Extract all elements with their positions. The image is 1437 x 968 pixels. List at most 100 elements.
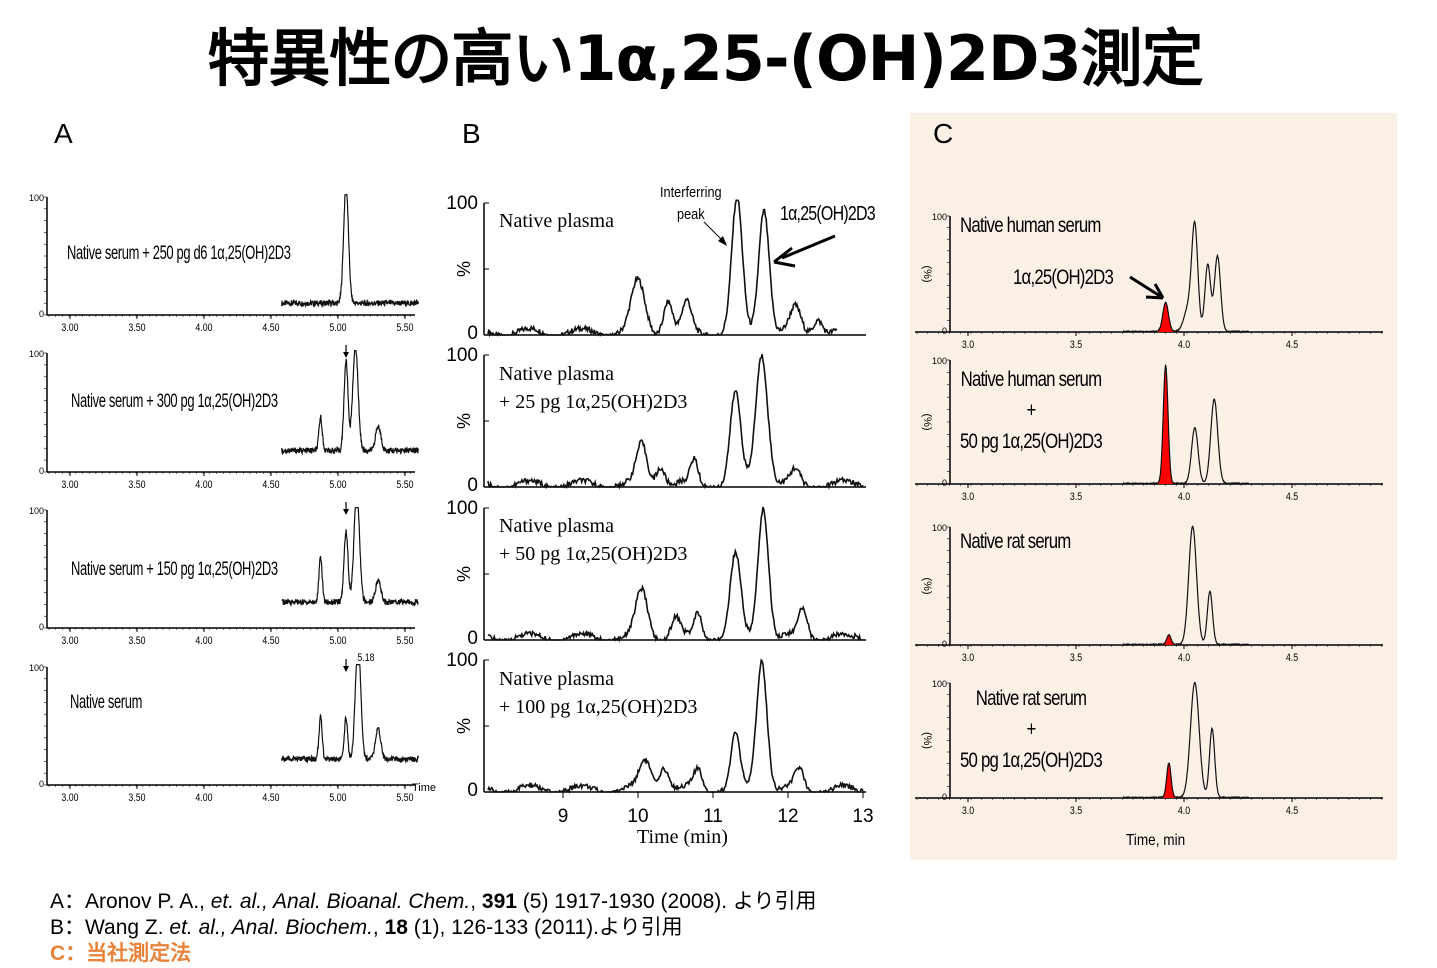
trace-label-c2: Native human serum +50 pg 1α,25(OH)2D3 [960, 364, 1103, 457]
trace-label-c4-line3: 50 pg 1α,25(OH)2D3 [960, 749, 1103, 772]
trace-label-b3-line2: + 50 pg 1α,25(OH)2D3 [499, 543, 688, 565]
y-tick-label: 100 [932, 523, 947, 533]
x-tick-label: 13 [852, 806, 873, 827]
y-tick-label: 0 [467, 780, 478, 801]
trace-label-b2-line1: Native plasma [499, 363, 614, 385]
x-tick-label: 4.5 [1286, 652, 1299, 664]
y-tick-label: 0 [39, 466, 44, 476]
trace-label-c2-line1: Native human serum [960, 368, 1102, 391]
x-tick-label: 4.50 [262, 322, 280, 334]
slide-title: 特異性の高い1α,25-(OH)2D3測定 [207, 22, 1203, 95]
y-axis-label: % [454, 566, 474, 582]
x-tick-label: 5.50 [396, 322, 414, 334]
analyte-arrowhead-b [773, 246, 796, 268]
x-tick-label: 3.00 [61, 479, 79, 491]
x-tick-label: 3.0 [962, 652, 975, 664]
x-axis-label-b: Time (min) [637, 826, 728, 848]
reference-c: C：当社測定法 [50, 942, 192, 965]
ref-a-pages: (5) 1917-1930 (2008). より引用 [516, 890, 817, 913]
x-tick-label: 4.50 [262, 635, 280, 647]
y-tick-label: 100 [932, 679, 947, 689]
trace-label-a4: Native serum [70, 692, 143, 713]
x-tick-label: 3.50 [128, 635, 146, 647]
interfering-peak-annotation: Interferring peak [660, 182, 722, 226]
x-tick-label: 4.00 [195, 322, 213, 334]
reference-b: B：Wang Z. et. al., Anal. Biochem., 18 (1… [50, 911, 683, 941]
ref-b-pages: (1), 126-133 (2011).より引用 [407, 916, 683, 939]
y-tick-label: 100 [932, 356, 947, 366]
chromatogram-trace [487, 658, 864, 794]
y-tick-label: 0 [942, 478, 947, 488]
trace-label-b1: Native plasma [499, 207, 614, 235]
y-tick-label: 0 [467, 628, 478, 649]
x-tick-label: 4.0 [1178, 652, 1191, 664]
ref-b-journal: et. al., Anal. Biochem. [169, 916, 373, 939]
x-tick-label: 5.00 [329, 479, 347, 491]
y-axis-label: % [454, 261, 474, 277]
trace-label-b4-line2: + 100 pg 1α,25(OH)2D3 [499, 696, 698, 718]
y-axis-label: (%) [921, 413, 933, 430]
x-tick-label: 5.00 [329, 635, 347, 647]
chromatogram-trace [1122, 363, 1250, 486]
analyte-arrow-b [781, 234, 836, 260]
trace-label-c1: Native human serum [960, 214, 1101, 237]
y-axis-label: % [454, 718, 474, 734]
x-tick-label: 3.00 [61, 322, 79, 334]
ref-a-authors: A：Aronov P. A., [50, 890, 211, 913]
x-axis-label-c: Time, min [1126, 832, 1186, 849]
y-tick-label: 100 [446, 193, 478, 214]
y-tick-label: 100 [446, 498, 478, 519]
y-tick-label: 0 [942, 792, 947, 802]
chromatogram-trace [281, 194, 419, 309]
y-tick-label: 100 [29, 663, 44, 673]
analyte-annotation-b: 1α,25(OH)2D3 [780, 203, 876, 225]
chromatogram-trace [487, 199, 838, 338]
x-tick-label: 10 [627, 806, 648, 827]
chromatogram-trace [281, 507, 419, 608]
x-tick-label: 5.50 [396, 635, 414, 647]
interfering-arrowhead [718, 236, 727, 246]
x-tick-label: 4.0 [1178, 805, 1191, 817]
trace-label-c2-line3: 50 pg 1α,25(OH)2D3 [960, 430, 1103, 453]
ref-b-authors: B：Wang Z. [50, 916, 170, 939]
x-tick-label: 5.00 [329, 792, 347, 804]
y-tick-label: 100 [446, 345, 478, 366]
x-tick-label: 3.0 [962, 491, 975, 503]
trace-label-b2: Native plasma + 25 pg 1α,25(OH)2D3 [499, 360, 687, 416]
trace-label-c4: Native rat serum +50 pg 1α,25(OH)2D3 [960, 683, 1103, 776]
y-axis-label: % [454, 413, 474, 429]
x-tick-label: 3.5 [1070, 491, 1083, 503]
ref-a-volume: 391 [481, 890, 517, 913]
y-tick-label: 0 [467, 475, 478, 496]
x-tick-label: 3.0 [962, 339, 975, 351]
panel-c-background [910, 113, 1397, 860]
chromatogram-trace [1122, 220, 1250, 334]
y-tick-label: 0 [39, 622, 44, 632]
x-tick-label: 3.50 [128, 322, 146, 334]
trace-label-a1: Native serum + 250 pg d6 1α,25(OH)2D3 [67, 243, 291, 264]
y-axis-label: (%) [921, 577, 933, 594]
x-tick-label: 5.50 [396, 479, 414, 491]
y-tick-label: 0 [942, 639, 947, 649]
x-tick-label: 3.5 [1070, 339, 1083, 351]
x-tick-label: 4.5 [1286, 491, 1299, 503]
x-tick-label: 4.00 [195, 792, 213, 804]
y-tick-label: 0 [39, 779, 44, 789]
ref-b-sep: , [372, 916, 385, 939]
peak-retention-label: 5.18 [357, 652, 375, 664]
y-tick-label: 0 [467, 323, 478, 344]
peak-text: peak [677, 206, 705, 223]
trace-label-c4-line2: + [1026, 718, 1036, 741]
panel-a-label: A [54, 118, 73, 149]
x-tick-label: 4.00 [195, 479, 213, 491]
ref-a-sep: , [470, 890, 482, 913]
trace-label-b4-line1: Native plasma [499, 668, 614, 690]
x-tick-label: 4.5 [1286, 805, 1299, 817]
analyte-arrowhead-c [1145, 283, 1165, 300]
x-tick-label: 12 [777, 806, 798, 827]
x-tick-label: 11 [703, 806, 723, 827]
x-tick-label: 3.00 [61, 792, 79, 804]
interfering-text: Interferring [660, 184, 722, 201]
y-tick-label: 100 [932, 212, 947, 222]
